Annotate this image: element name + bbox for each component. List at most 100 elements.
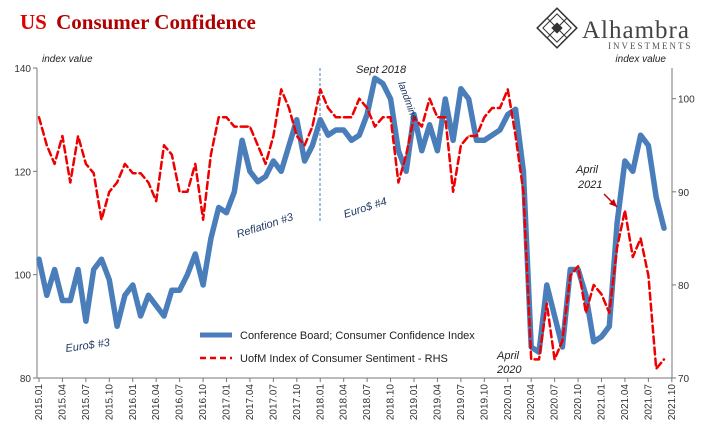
left-tick-label: 100 — [14, 271, 31, 282]
data-point — [554, 358, 556, 360]
data-point — [296, 135, 298, 137]
data-point — [600, 336, 603, 338]
x-tick-label: 2018.07 — [362, 384, 373, 421]
data-point — [202, 284, 204, 286]
data-point — [468, 135, 470, 137]
data-point — [186, 191, 189, 193]
x-tick-label: 2017.04 — [245, 384, 256, 421]
annotation-april2020-line1: April — [496, 350, 520, 362]
data-point — [100, 258, 103, 260]
right-tick-label: 90 — [678, 188, 690, 199]
x-tick-label: 2017.01 — [222, 384, 233, 421]
data-point — [460, 144, 462, 146]
data-point — [647, 274, 649, 277]
chart-title: US Consumer Confidence — [20, 10, 256, 34]
x-tick-label: 2016.10 — [198, 384, 209, 421]
x-tick-label: 2017.10 — [292, 384, 303, 421]
data-point — [280, 170, 282, 172]
data-point — [569, 268, 571, 271]
data-point — [163, 144, 165, 146]
annotation-april2020-line2: 2020 — [496, 364, 522, 376]
left-tick-label: 120 — [14, 167, 31, 178]
x-tick-label: 2019.10 — [479, 384, 490, 421]
annotation-april2021-line1: April — [575, 164, 599, 176]
data-point — [194, 253, 196, 255]
logo-subtitle: INVESTMENTS — [608, 41, 693, 51]
data-point — [608, 325, 610, 327]
x-tick-label: 2021.01 — [597, 384, 608, 421]
data-point — [444, 98, 446, 100]
data-point — [249, 170, 251, 172]
data-point — [194, 163, 196, 165]
alhambra-logo-icon: Alhambra INVESTMENTS — [536, 7, 693, 51]
data-point — [38, 116, 40, 118]
data-point — [397, 150, 399, 152]
data-point — [655, 196, 657, 198]
x-tick-label: 2015.07 — [81, 384, 92, 421]
annotation-april2021-line2: 2021 — [577, 179, 602, 191]
x-tick-label: 2019.07 — [456, 384, 467, 421]
annotation-euro4: Euro$ #4 — [342, 196, 388, 221]
data-point — [663, 227, 665, 229]
data-point — [554, 315, 556, 317]
data-point — [507, 88, 509, 91]
data-point — [358, 98, 360, 100]
x-tick-label: 2015.01 — [34, 384, 45, 421]
data-point — [382, 116, 384, 118]
data-point — [522, 170, 524, 172]
x-tick-label: 2017.07 — [268, 384, 279, 421]
data-point — [632, 170, 634, 172]
data-point — [218, 206, 220, 209]
data-point — [304, 160, 306, 162]
data-point — [413, 113, 415, 116]
data-point — [405, 153, 407, 156]
data-point — [593, 341, 595, 343]
left-axis-label: index value — [42, 54, 93, 65]
data-point — [241, 126, 243, 128]
legend-label-series1: Conference Board; Consumer Confidence In… — [240, 330, 475, 342]
right-tick-labels: 70 80 90 100 — [672, 95, 695, 385]
x-tick-label: 2018.04 — [339, 384, 350, 421]
data-point — [124, 294, 126, 296]
data-point — [210, 237, 212, 240]
annotation-arrowhead — [609, 199, 617, 207]
data-point — [163, 315, 165, 317]
data-point — [85, 163, 87, 165]
data-point — [186, 274, 189, 276]
legend-label-series2: UofM Index of Consumer Sentiment - RHS — [240, 353, 448, 365]
x-tick-label: 2020.07 — [550, 384, 561, 421]
data-point — [77, 268, 79, 271]
data-point — [124, 163, 126, 165]
data-point — [61, 299, 64, 302]
data-point — [327, 134, 329, 136]
data-point — [546, 284, 548, 286]
data-point — [233, 191, 235, 193]
right-axis-label: index value — [615, 54, 666, 65]
data-point — [382, 82, 384, 85]
data-point — [61, 135, 64, 137]
data-point — [132, 284, 134, 286]
data-point — [530, 358, 532, 360]
x-tick-label: 2020.10 — [573, 384, 584, 421]
data-point — [483, 139, 485, 141]
left-tick-label: 140 — [14, 64, 31, 75]
data-point — [436, 116, 439, 118]
data-point — [139, 315, 142, 317]
data-point — [100, 219, 103, 221]
data-point — [421, 126, 423, 128]
series-line-2 — [37, 88, 666, 370]
data-point — [405, 170, 407, 172]
x-tick-label: 2015.10 — [104, 384, 115, 421]
data-point — [280, 88, 282, 91]
x-tick-label: 2015.04 — [57, 384, 68, 421]
data-point — [241, 139, 243, 141]
data-point — [350, 139, 353, 141]
title-prefix: US — [20, 10, 47, 34]
data-point — [374, 126, 376, 128]
x-tick-label: 2019.04 — [432, 384, 443, 421]
data-point — [546, 302, 548, 305]
data-point — [397, 181, 399, 184]
data-point — [499, 107, 501, 109]
series-2-points — [38, 88, 665, 370]
data-point — [147, 181, 149, 184]
